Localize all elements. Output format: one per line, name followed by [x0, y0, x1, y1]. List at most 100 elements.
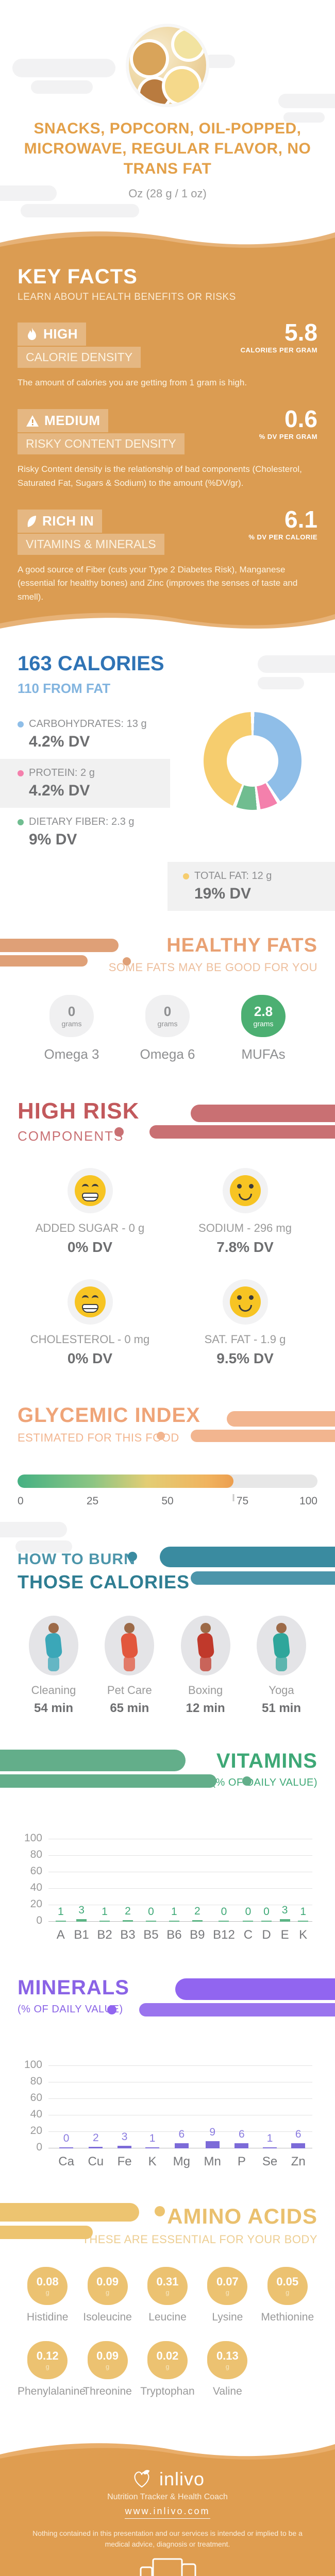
high-risk-items: ADDED SUGAR - 0 g 0% DV SODIUM - 296 mg 7.8… — [18, 1168, 317, 1367]
amino-item: 0.02 g Tryptophan — [138, 2338, 197, 2398]
bar-category: B2 — [97, 1928, 112, 1942]
decor-strip — [0, 1750, 186, 1772]
bar-category: Cu — [88, 2155, 104, 2169]
risk-label: SODIUM - 296 mg — [198, 1222, 292, 1235]
decor-strip — [149, 1125, 335, 1139]
amino-item: 0.07 g Lysine — [197, 2264, 257, 2324]
key-fact-chips: RICH IN VITAMINS & MINERALS — [18, 510, 164, 555]
bar-B9: 2 B9 — [190, 1905, 205, 1942]
fat-value: 2.8 — [254, 1003, 273, 1019]
bar-Zn: 6 Zn — [291, 2128, 306, 2169]
activity-item: Pet Care 65 min — [93, 1616, 165, 1716]
bar-category: C — [243, 1928, 253, 1942]
amino-value: 0.02 — [156, 2349, 179, 2362]
decor-strip — [175, 1978, 335, 2001]
amino-name: Isoleucine — [83, 2311, 132, 2324]
decor-dot — [155, 2206, 165, 2217]
amino-unit: g — [225, 2362, 229, 2370]
bar-value: 0 — [263, 1906, 270, 1918]
amino-value: 0.13 — [216, 2349, 239, 2362]
bar-value: 3 — [281, 1904, 288, 1917]
decor-blob — [278, 94, 335, 108]
macro-legend: CARBOHYDRATES: 13 g 4.2% DV PROTEIN: 2 g… — [0, 710, 170, 857]
amino-item: 0.09 g Threonine — [77, 2338, 137, 2398]
protein-label: PROTEIN: 2 g — [29, 767, 95, 779]
risk-label: SAT. FAT - 1.9 g — [204, 1333, 286, 1346]
risk-label: ADDED SUGAR - 0 g — [35, 1222, 145, 1235]
decor-blob — [0, 1522, 67, 1538]
bar — [174, 2143, 189, 2149]
decor-strip — [191, 1571, 335, 1585]
carbs-dot — [18, 721, 24, 727]
amino-amount-blob: 0.09 g — [87, 2264, 132, 2306]
wave-divider — [0, 225, 335, 252]
glycemic-title: GLYCEMIC INDEX — [18, 1404, 200, 1427]
amino-name: Methionine — [261, 2311, 314, 2324]
inlivo-heart-logo-icon — [134, 2470, 150, 2488]
activity-item: Cleaning 54 min — [18, 1616, 90, 1716]
bar — [243, 1921, 254, 1922]
footer-tagline: Nutrition Tracker & Health Coach — [107, 2493, 228, 2502]
amino-value: 0.07 — [216, 2275, 239, 2288]
decor-blob — [283, 112, 325, 123]
healthy-fats-items: 0 grams Omega 3 0 grams Omega 6 2.8 grams MUFAs — [18, 992, 317, 1062]
devices-icon — [21, 2558, 314, 2576]
key-fact-description: A good source of Fiber (cuts your Type 2… — [18, 565, 298, 602]
fat-unit: grams — [61, 1019, 82, 1028]
activity-person-icon — [256, 1616, 306, 1676]
key-fact-number: 6.1% DV PER CALORIE — [248, 507, 317, 541]
bar-Se: 1 Se — [262, 2132, 277, 2169]
warning-icon — [26, 415, 39, 427]
activity-minutes: 12 min — [186, 1701, 225, 1716]
key-fact-row: RICH IN VITAMINS & MINERALS 6.1% DV PER CA… — [18, 507, 317, 604]
bar-value: 9 — [209, 2126, 215, 2138]
bar-category: B12 — [213, 1928, 235, 1942]
key-facts-title: KEY FACTS — [18, 265, 138, 288]
glycemic-scale-tick: 0 — [18, 1495, 24, 1507]
y-axis-label: 0 — [36, 1914, 42, 1927]
bars-row: 0 Ca 2 Cu 3 Fe 1 K 6 Mg 9 Mn 6 P 1 Se 6 Zn — [52, 2126, 312, 2169]
amino-name: Valine — [212, 2385, 242, 2398]
key-fact-chips: HIGH CALORIE DENSITY — [18, 323, 141, 368]
amino-value: 0.12 — [36, 2349, 59, 2362]
smile-face-icon — [229, 1175, 261, 1207]
key-fact-description: Risky Content density is the relationshi… — [18, 464, 302, 488]
key-fact-level: HIGH — [18, 323, 86, 346]
bar — [298, 1921, 309, 1922]
decor-strip — [0, 1774, 216, 1788]
key-fact-name: CALORIE DENSITY — [18, 347, 141, 368]
decor-strip — [0, 955, 88, 967]
amino-amount-blob: 0.13 g — [207, 2338, 252, 2380]
key-fact-value: 6.1 — [284, 506, 317, 533]
bar-category: K — [148, 2155, 157, 2169]
bar-Mn: 9 Mn — [204, 2126, 221, 2169]
bar — [192, 1920, 203, 1922]
amino-item: 0.05 g Methionine — [258, 2264, 317, 2324]
vitamins-section: VITAMINS (% OF DAILY VALUE) 0 20 40 60 80 100… — [0, 1729, 335, 1956]
glycemic-section: GLYCEMIC INDEX ESTIMATED FOR THIS FOOD H… — [0, 1382, 335, 1530]
gridline — [48, 1921, 312, 1922]
fiber-dot — [18, 819, 24, 825]
website-link[interactable]: www.inlivo.com — [125, 2506, 210, 2519]
fat-name: Omega 6 — [140, 1046, 195, 1062]
key-facts-section: KEY FACTS LEARN ABOUT HEALTH BENEFITS OR… — [0, 252, 335, 608]
y-axis-label: 40 — [30, 2108, 42, 2121]
activity-person-icon — [29, 1616, 78, 1676]
footer-section: inlivo Nutrition Tracker & Health Coach … — [0, 2463, 335, 2576]
activity-person-icon — [180, 1616, 230, 1676]
bar-category: B3 — [120, 1928, 136, 1942]
legend-carbohydrates: CARBOHYDRATES: 13 g 4.2% DV — [0, 710, 170, 759]
snack-bowl-chips — [174, 30, 203, 59]
bar-value: 2 — [92, 2131, 99, 2144]
macro-donut — [204, 712, 301, 810]
burn-title-line2: THOSE CALORIES — [18, 1571, 190, 1593]
amino-unit: g — [45, 2288, 49, 2296]
amino-name: Leucine — [148, 2311, 187, 2324]
snack-bowl-popcorn — [165, 69, 199, 103]
y-axis-label: 20 — [30, 1898, 42, 1910]
footer-disclaimer: Nothing contained in this presentation a… — [32, 2529, 303, 2549]
calories-from-fat: 110 FROM FAT — [18, 681, 111, 697]
risk-item: SAT. FAT - 1.9 g 9.5% DV — [173, 1279, 317, 1367]
